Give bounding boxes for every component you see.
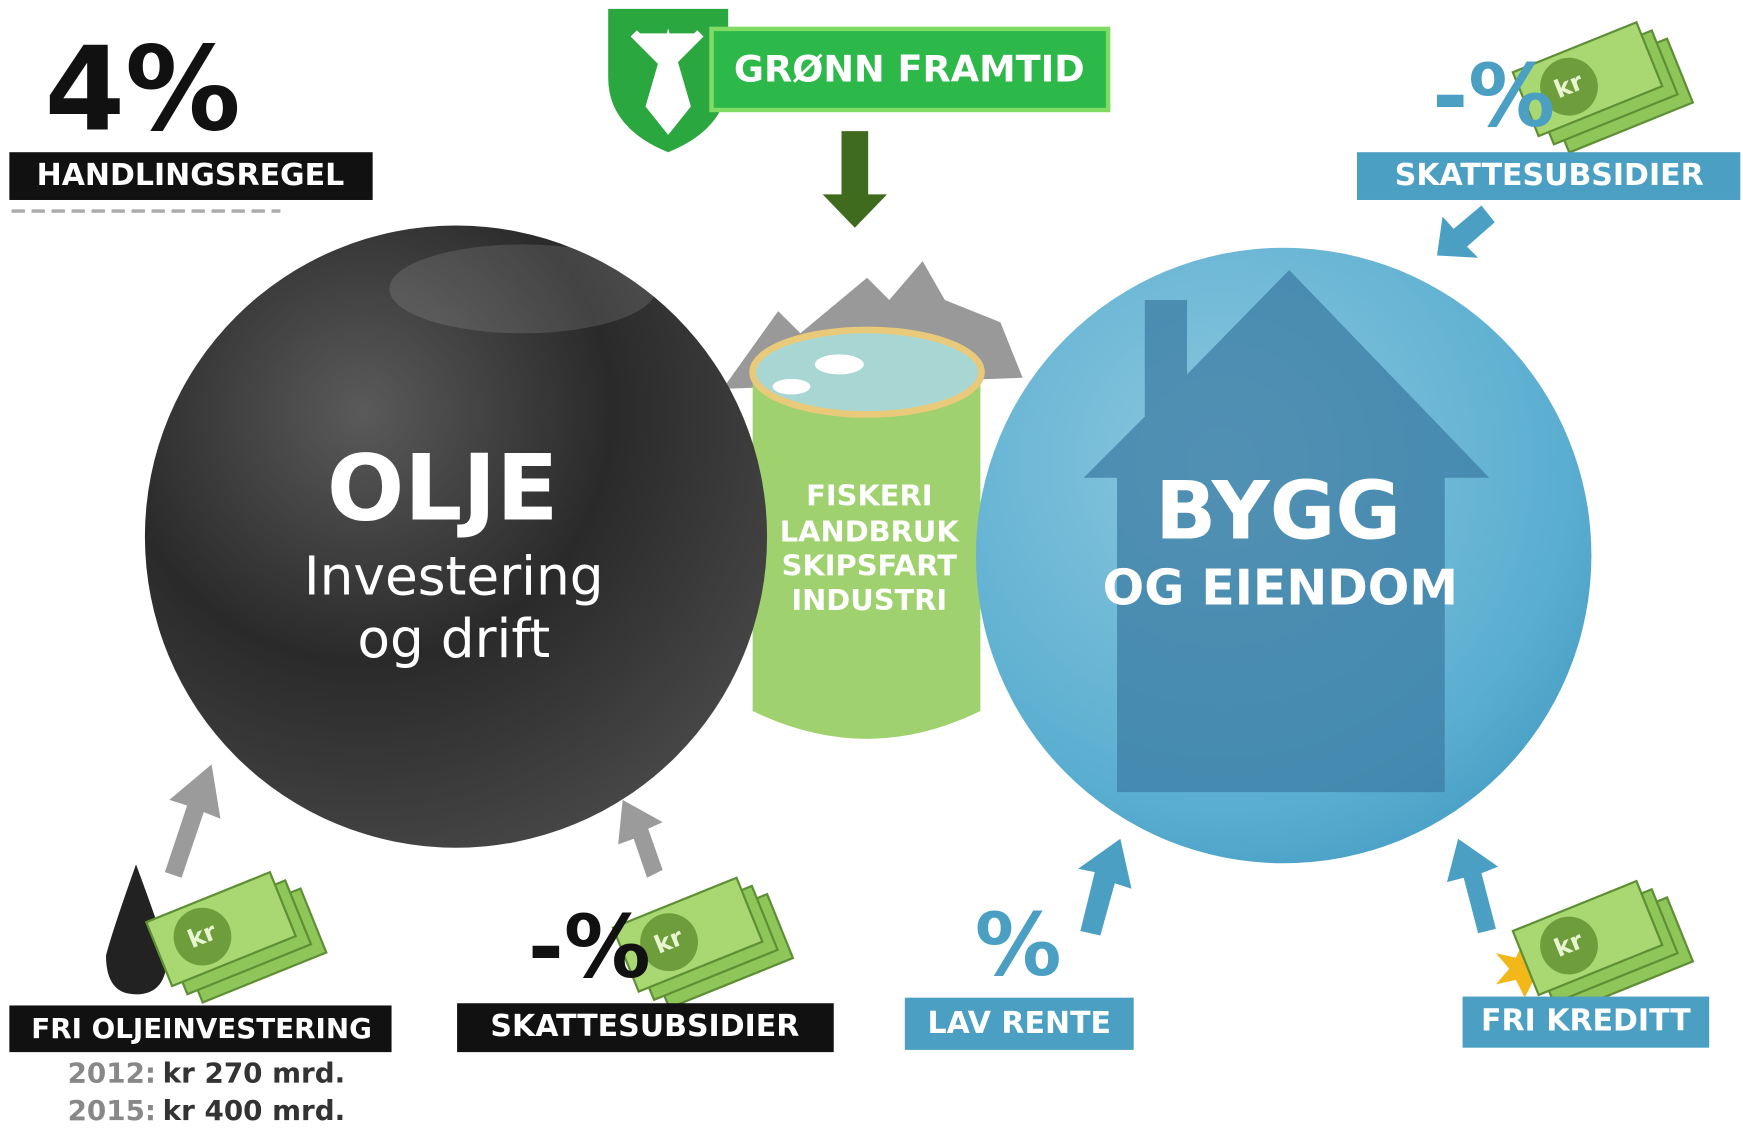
down-arrow (822, 131, 888, 228)
driver-label: FRI OLJEINVESTERING (31, 1012, 372, 1045)
note-year: 2015: (68, 1094, 156, 1127)
sector: FISKERI (806, 479, 932, 513)
coin (173, 907, 232, 966)
note-value: kr 400 mrd. (163, 1094, 346, 1127)
note-value: kr 270 mrd. (163, 1056, 346, 1089)
money-icon: kr (611, 876, 795, 1010)
coat-emblem (630, 28, 704, 135)
oil-subtitle: Investering (304, 546, 604, 608)
rule-label: HANDLINGSREGEL (37, 158, 345, 193)
building-subtitle: OG EIENDOM (1103, 560, 1458, 617)
highlight (389, 244, 656, 334)
label-box (9, 152, 373, 200)
arrows (164, 205, 1499, 936)
arrow (1078, 838, 1132, 936)
house (1083, 269, 1490, 793)
driver-symbol: -% (528, 898, 651, 998)
fish (772, 378, 811, 395)
banner-text: GRØNN FRAMTID (734, 48, 1085, 91)
banner (709, 26, 1111, 113)
star (1495, 938, 1554, 998)
sector: SKIPSFART (782, 549, 958, 583)
label-box (904, 997, 1134, 1050)
driver-label: SKATTESUBSIDIER (1395, 158, 1704, 193)
arrow (1437, 205, 1495, 258)
oil-title: OLJE (327, 435, 559, 541)
label-box (457, 1003, 834, 1053)
building-title: BYGG (1155, 465, 1401, 558)
sector: INDUSTRI (791, 583, 947, 617)
oil-subtitle: og drift (357, 608, 550, 670)
arrow (618, 799, 663, 878)
fish (814, 354, 864, 375)
arrow (1446, 838, 1499, 934)
rule-value: 4% (45, 24, 241, 158)
driver-label: LAV RENTE (927, 1006, 1111, 1041)
label-box (1357, 152, 1741, 200)
driver-symbol: % (975, 896, 1062, 996)
driver-symbol: -% (1432, 47, 1555, 147)
label-box (1462, 996, 1710, 1048)
coin (640, 913, 698, 972)
driver-label: SKATTESUBSIDIER (490, 1009, 799, 1044)
oil-drop (106, 864, 168, 995)
cylinder-top (749, 326, 985, 418)
sector: LANDBRUK (780, 514, 961, 548)
money-icon: kr (144, 870, 328, 1004)
money-icon: kr (1511, 20, 1695, 154)
cylinder (752, 372, 981, 739)
coin (1540, 916, 1598, 975)
driver-label: FRI KREDITT (1481, 1004, 1691, 1039)
money-icon: kr (1511, 879, 1695, 1013)
arrow (164, 764, 221, 878)
coin (1540, 57, 1598, 116)
label-box (9, 1005, 392, 1053)
note-year: 2012: (68, 1056, 156, 1089)
oil-sphere (144, 225, 768, 848)
